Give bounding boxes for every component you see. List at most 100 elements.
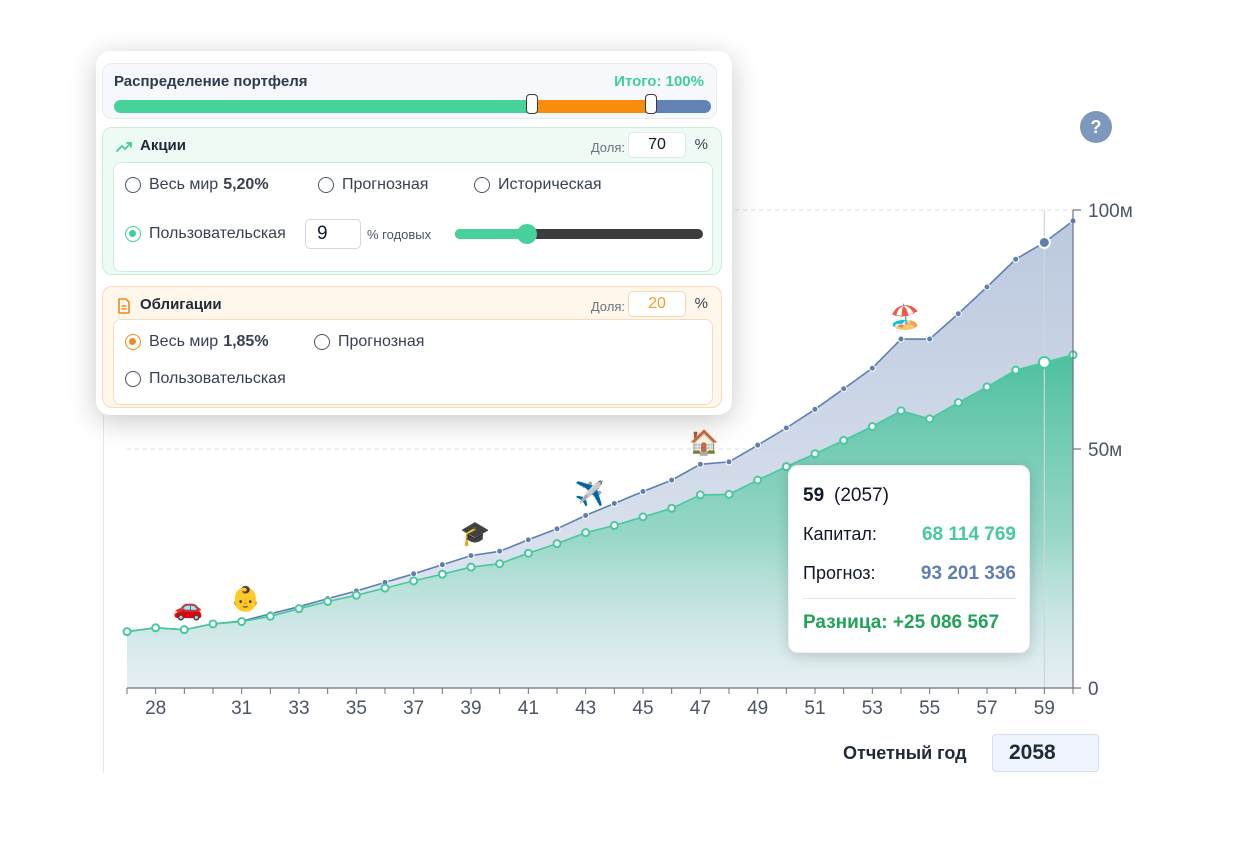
capital-point: [380, 583, 390, 593]
capital-point: [495, 559, 505, 569]
report-year-input[interactable]: 2058: [992, 734, 1099, 772]
allocation-block: Распределение портфеля Итого: 100%: [102, 63, 717, 119]
bonds-option-custom-label: Пользовательская: [149, 370, 286, 387]
trending-up-icon: [116, 142, 132, 152]
capital-point: [523, 548, 533, 558]
capital-point: [294, 604, 304, 614]
capital-point: [695, 490, 705, 500]
allocation-title: Распределение портфеля: [114, 73, 308, 90]
radio-icon: [314, 334, 330, 350]
bonds-share-label: Доля:: [590, 299, 625, 314]
forecast-point: [610, 499, 618, 507]
stocks-option-historical-label: Историческая: [498, 176, 602, 193]
capital-point: [839, 435, 849, 445]
car-icon: 🚗: [173, 595, 203, 622]
stocks-custom-rate-input[interactable]: 9: [305, 219, 361, 249]
capital-point: [781, 462, 791, 472]
x-tick-label: 37: [403, 698, 424, 719]
y-tick-label: 0: [1088, 679, 1099, 700]
bonds-share-percent: %: [694, 295, 708, 312]
allocation-segment-stocks: [114, 100, 532, 113]
capital-point: [409, 576, 419, 586]
x-tick-label: 53: [862, 698, 883, 719]
radio-icon: [125, 177, 141, 193]
y-tick-label: 50м: [1088, 440, 1122, 461]
stocks-option-world[interactable]: Весь мир 5,20%: [125, 176, 269, 194]
allocation-handle-stocks-bonds[interactable]: [525, 94, 538, 114]
y-tick-label: 100м: [1088, 201, 1133, 222]
forecast-point: [782, 424, 790, 432]
x-tick-label: 35: [346, 698, 367, 719]
graduation-cap-icon: 🎓: [460, 521, 490, 548]
capital-point: [208, 619, 218, 629]
baby-icon: 👶: [231, 585, 261, 613]
report-year-label: Отчетный год: [843, 743, 967, 763]
radio-selected-icon: [125, 334, 141, 350]
capital-line: [126, 354, 1074, 633]
x-tick-label: 45: [632, 698, 653, 719]
x-tick-label: 57: [976, 698, 997, 719]
stocks-option-world-rate: 5,20%: [223, 176, 269, 193]
stocks-option-forecast[interactable]: Прогнозная: [318, 176, 428, 194]
bonds-option-world-rate: 1,85%: [223, 333, 269, 350]
bonds-title: Облигации: [140, 296, 222, 313]
stocks-per-year-label: % годовых: [367, 227, 432, 242]
forecast-point: [668, 476, 676, 484]
forecast-point: [524, 536, 532, 544]
forecast-point: [926, 335, 934, 343]
forecast-point: [1037, 236, 1051, 250]
tooltip-capital-value: 68 114 769: [921, 524, 1016, 545]
allocation-total: Итого: 100%: [614, 73, 704, 90]
x-tick-label: 31: [231, 698, 252, 719]
forecast-point: [639, 488, 647, 496]
capital-point: [151, 623, 161, 633]
capital-point: [466, 562, 476, 572]
bonds-share-input[interactable]: 20: [628, 291, 686, 317]
chart-tooltip: 59 (2057) Капитал: 68 114 769 Прогноз: 9…: [788, 465, 1030, 653]
bonds-option-world[interactable]: Весь мир 1,85%: [125, 333, 269, 351]
radio-icon: [318, 177, 334, 193]
forecast-point: [868, 364, 876, 372]
capital-point: [122, 627, 132, 637]
forecast-point: [840, 385, 848, 393]
forecast-line: [126, 220, 1074, 633]
capital-point: [753, 475, 763, 485]
forecast-point: [438, 561, 446, 569]
tooltip-forecast-label: Прогноз:: [803, 563, 876, 583]
stocks-section: Акции Доля: 70 % Весь мир 5,20% Прогнозн…: [102, 127, 722, 275]
capital-point: [179, 625, 189, 635]
stocks-rate-slider-fill: [455, 229, 527, 239]
x-tick-label: 39: [460, 698, 481, 719]
forecast-point: [754, 441, 762, 449]
stocks-option-custom[interactable]: Пользовательская: [125, 225, 286, 243]
stocks-option-historical[interactable]: Историческая: [474, 176, 602, 194]
forecast-point: [553, 525, 561, 533]
allocation-segment-other: [651, 100, 711, 113]
forecast-point: [410, 570, 418, 578]
forecast-point: [811, 405, 819, 413]
forecast-point: [467, 552, 475, 560]
stocks-rate-slider-thumb[interactable]: [516, 224, 537, 244]
radio-icon: [474, 177, 490, 193]
x-tick-label: 51: [804, 698, 825, 719]
bonds-option-custom[interactable]: Пользовательская: [125, 370, 286, 388]
capital-point: [810, 449, 820, 459]
allocation-slider[interactable]: [114, 100, 711, 113]
stocks-option-custom-label: Пользовательская: [149, 225, 286, 242]
bonds-option-forecast[interactable]: Прогнозная: [314, 333, 424, 351]
capital-point: [581, 528, 591, 538]
radio-icon: [125, 371, 141, 387]
bonds-option-forecast-label: Прогнозная: [338, 333, 425, 350]
help-icon[interactable]: ?: [1080, 111, 1112, 143]
capital-point: [982, 382, 992, 392]
forecast-point: [496, 547, 504, 555]
capital-point: [638, 512, 648, 522]
stocks-share-input[interactable]: 70: [628, 132, 686, 158]
allocation-handle-bonds-other[interactable]: [645, 94, 658, 114]
airplane-icon: ✈️: [575, 478, 605, 507]
capital-point: [896, 406, 906, 416]
tooltip-capital-label: Капитал:: [803, 524, 877, 544]
x-tick-label: 33: [288, 698, 309, 719]
stocks-rate-slider[interactable]: [455, 224, 703, 244]
capital-point: [667, 503, 677, 513]
